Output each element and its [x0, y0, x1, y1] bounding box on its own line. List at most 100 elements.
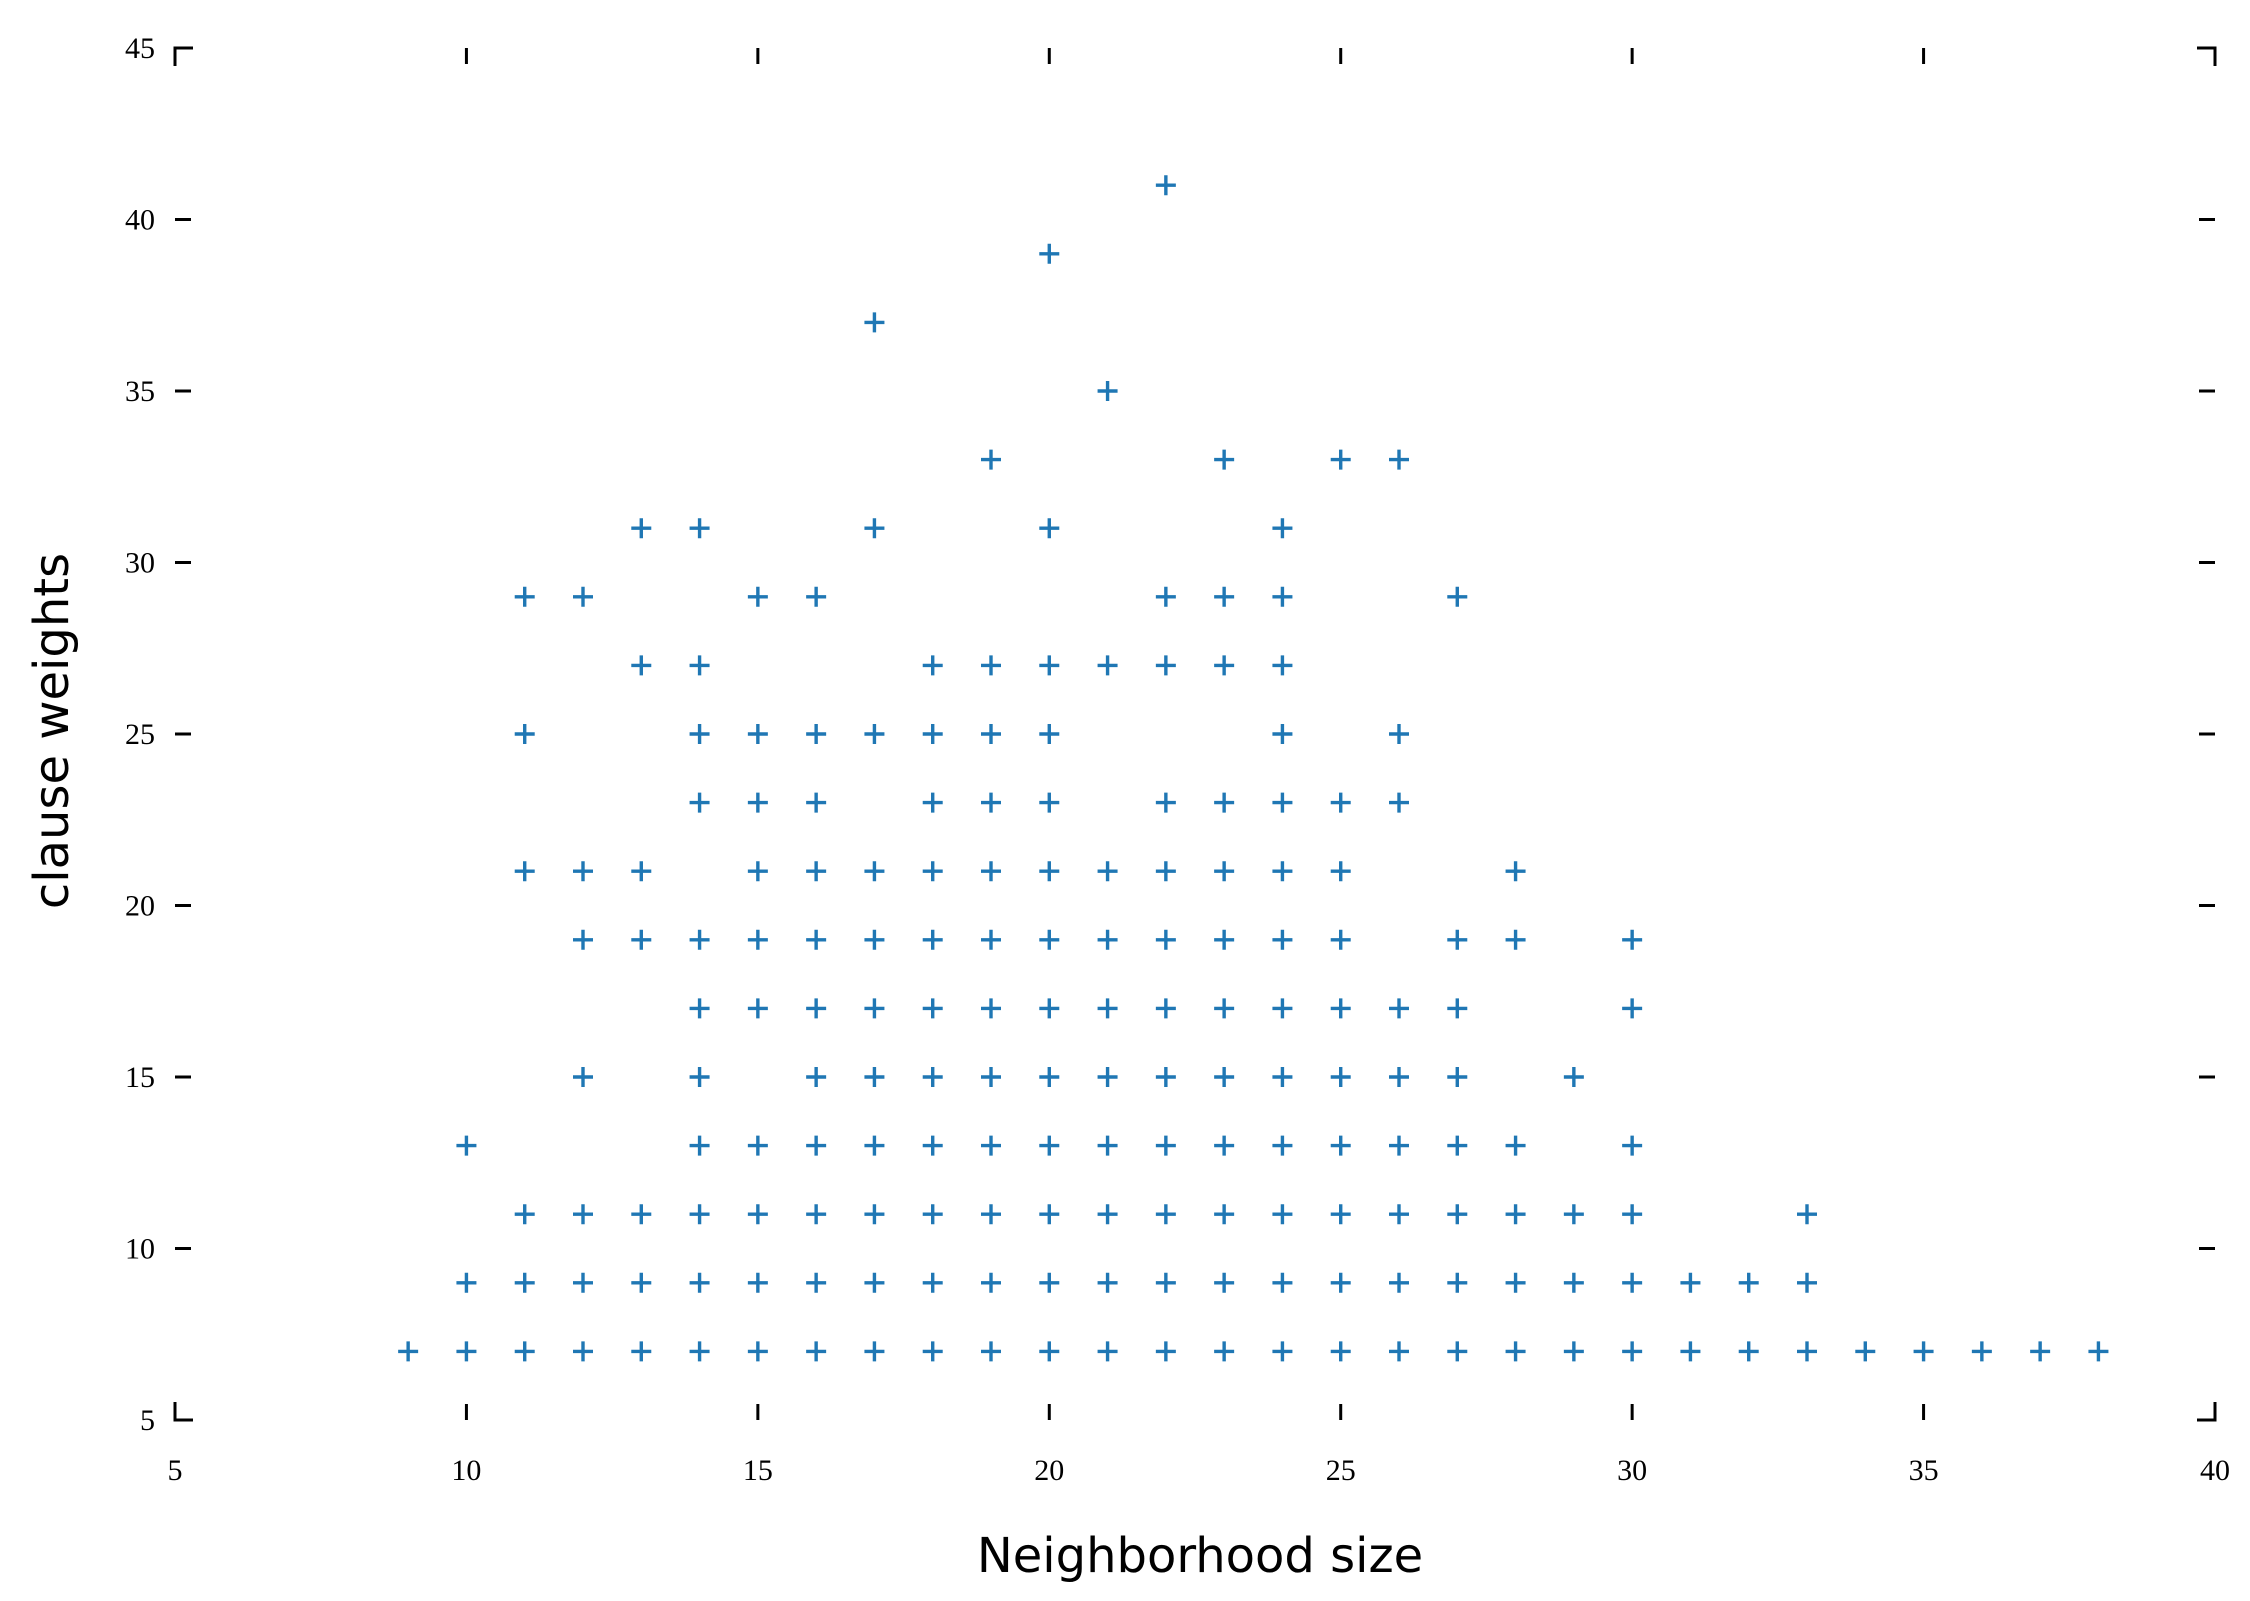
data-point: [922, 998, 943, 1019]
data-point: [1272, 792, 1293, 813]
data-point: [689, 518, 710, 539]
data-point: [1505, 1135, 1526, 1156]
data-point: [981, 1341, 1001, 1362]
data-point: [1330, 449, 1351, 470]
data-point: [1330, 1272, 1351, 1293]
data-point: [1214, 1204, 1235, 1225]
data-point: [1738, 1341, 1759, 1362]
x-tick-label: 40: [2200, 1454, 2230, 1487]
data-point: [864, 724, 885, 744]
data-point: [1563, 1341, 1584, 1362]
data-point: [1097, 929, 1118, 950]
data-point: [573, 1204, 593, 1225]
y-axis-label: clause weights: [24, 553, 80, 909]
data-point: [864, 1067, 885, 1087]
data-point: [1097, 1272, 1118, 1293]
data-point: [1971, 1341, 1992, 1362]
data-point: [1272, 1204, 1293, 1225]
data-point: [398, 1341, 419, 1362]
data-point: [1214, 586, 1235, 607]
data-points: [398, 175, 2109, 1362]
data-point: [689, 792, 710, 813]
x-tick-label: 10: [451, 1454, 481, 1487]
data-point: [1389, 1067, 1409, 1087]
data-point: [747, 792, 768, 813]
data-point: [922, 861, 943, 882]
data-point: [806, 1272, 827, 1293]
data-point: [573, 1272, 593, 1293]
data-point: [1155, 792, 1176, 813]
data-point: [1622, 1204, 1643, 1225]
data-point: [514, 1272, 535, 1293]
data-point: [806, 998, 827, 1019]
data-point: [806, 586, 827, 607]
data-point: [1389, 724, 1409, 744]
data-point: [981, 1135, 1001, 1156]
data-point: [1214, 998, 1235, 1019]
data-point: [1039, 1341, 1060, 1362]
data-point: [806, 861, 827, 882]
data-point: [922, 724, 943, 744]
data-point: [1389, 449, 1409, 470]
data-point: [631, 861, 652, 882]
data-point: [1505, 861, 1526, 882]
data-point: [1097, 655, 1118, 676]
data-point: [689, 1067, 710, 1087]
data-point: [1039, 243, 1060, 264]
data-point: [747, 1204, 768, 1225]
data-point: [514, 1204, 535, 1225]
data-point: [2030, 1341, 2051, 1362]
data-point: [1214, 655, 1235, 676]
data-point: [806, 1204, 827, 1225]
y-tick-label: 20: [125, 890, 155, 923]
data-point: [1039, 1272, 1060, 1293]
data-point: [747, 724, 768, 744]
data-point: [1389, 998, 1409, 1019]
data-point: [631, 655, 652, 676]
data-point: [1447, 929, 1468, 950]
data-point: [1272, 586, 1293, 607]
data-point: [1797, 1272, 1817, 1293]
data-point: [1738, 1272, 1759, 1293]
data-point: [2088, 1341, 2109, 1362]
data-point: [631, 1341, 652, 1362]
x-axis-label: Neighborhood size: [977, 1528, 1423, 1584]
data-point: [1039, 998, 1060, 1019]
data-point: [456, 1341, 477, 1362]
data-point: [1680, 1272, 1701, 1293]
data-point: [1330, 792, 1351, 813]
data-point: [1214, 1067, 1235, 1087]
data-point: [1214, 792, 1235, 813]
data-point: [864, 998, 885, 1019]
data-point: [1155, 1067, 1176, 1087]
data-point: [631, 1272, 652, 1293]
data-point: [864, 312, 885, 333]
data-point: [1680, 1341, 1701, 1362]
data-point: [1563, 1067, 1584, 1087]
axes-frame: [173, 46, 2217, 1422]
data-point: [1563, 1272, 1584, 1293]
data-point: [1155, 1341, 1176, 1362]
data-point: [689, 929, 710, 950]
data-point: [1155, 175, 1176, 196]
data-point: [1272, 1341, 1293, 1362]
x-tick-label: 5: [168, 1454, 183, 1487]
data-point: [981, 792, 1001, 813]
y-tick-label: 35: [125, 375, 155, 408]
data-point: [864, 1341, 885, 1362]
y-tick-label: 15: [125, 1061, 155, 1094]
data-point: [1389, 1272, 1409, 1293]
data-point: [806, 724, 827, 744]
data-point: [747, 929, 768, 950]
data-point: [514, 1341, 535, 1362]
frame-corner-top-right: [2197, 46, 2217, 66]
data-point: [1272, 1067, 1293, 1087]
data-point: [1155, 1204, 1176, 1225]
data-point: [573, 929, 593, 950]
data-point: [747, 998, 768, 1019]
data-point: [1214, 929, 1235, 950]
y-tick-label: 30: [125, 547, 155, 580]
data-point: [747, 861, 768, 882]
x-axis-ticks: 5 10 15 20 25 30 35 40: [168, 48, 2230, 1487]
data-point: [747, 586, 768, 607]
